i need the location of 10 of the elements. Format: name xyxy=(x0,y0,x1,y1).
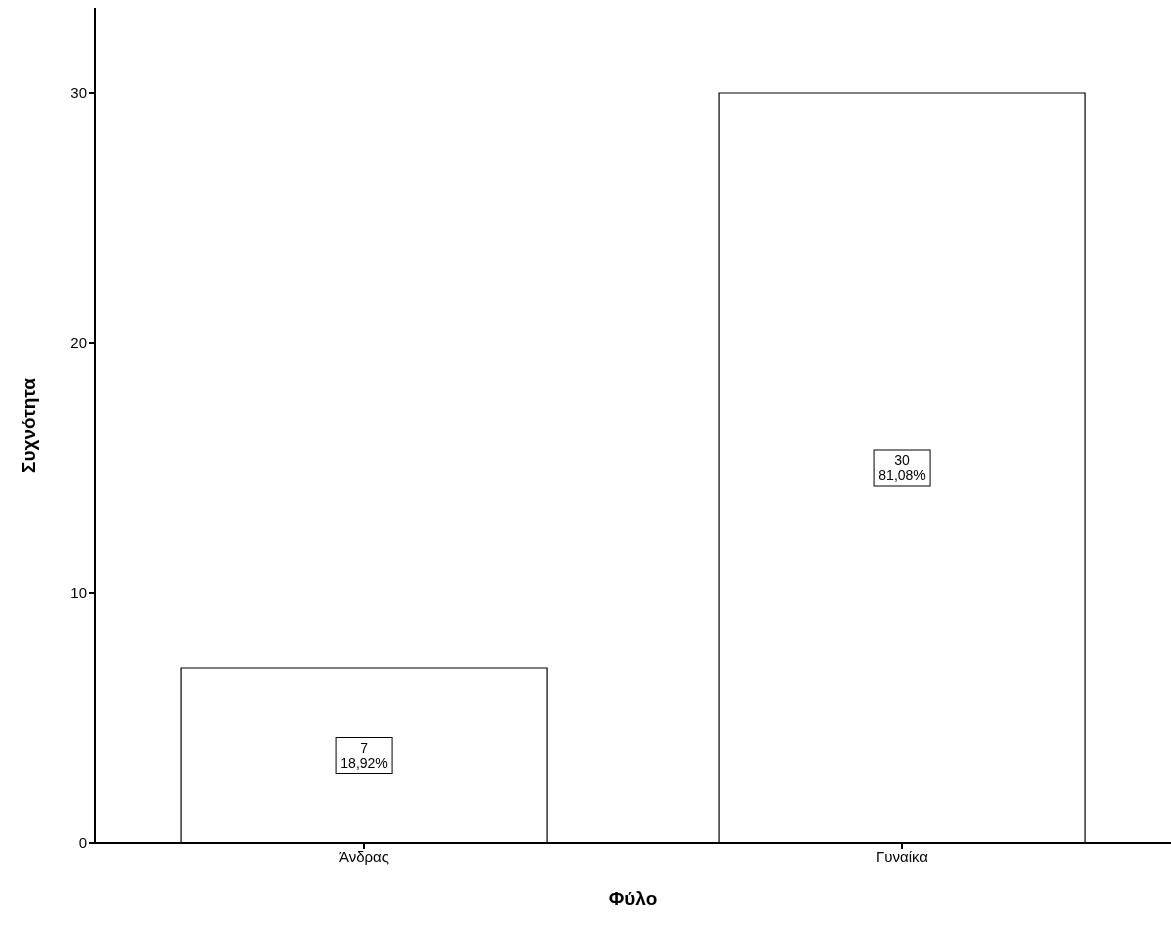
data-label: 7 18,92% xyxy=(340,739,388,771)
x-axis-title: Φύλο xyxy=(608,888,658,909)
y-tick-label: 20 xyxy=(70,334,87,352)
data-label: 30 81,08% xyxy=(878,452,926,483)
x-tick-label: Άνδρας xyxy=(338,847,390,865)
y-tick-label: 30 xyxy=(70,84,87,102)
y-tick-label: 0 xyxy=(78,834,87,852)
x-tick-label: Γυναίκα xyxy=(876,847,929,865)
y-tick-label: 10 xyxy=(70,584,87,602)
y-axis-title: Συχνότητα xyxy=(17,377,39,473)
